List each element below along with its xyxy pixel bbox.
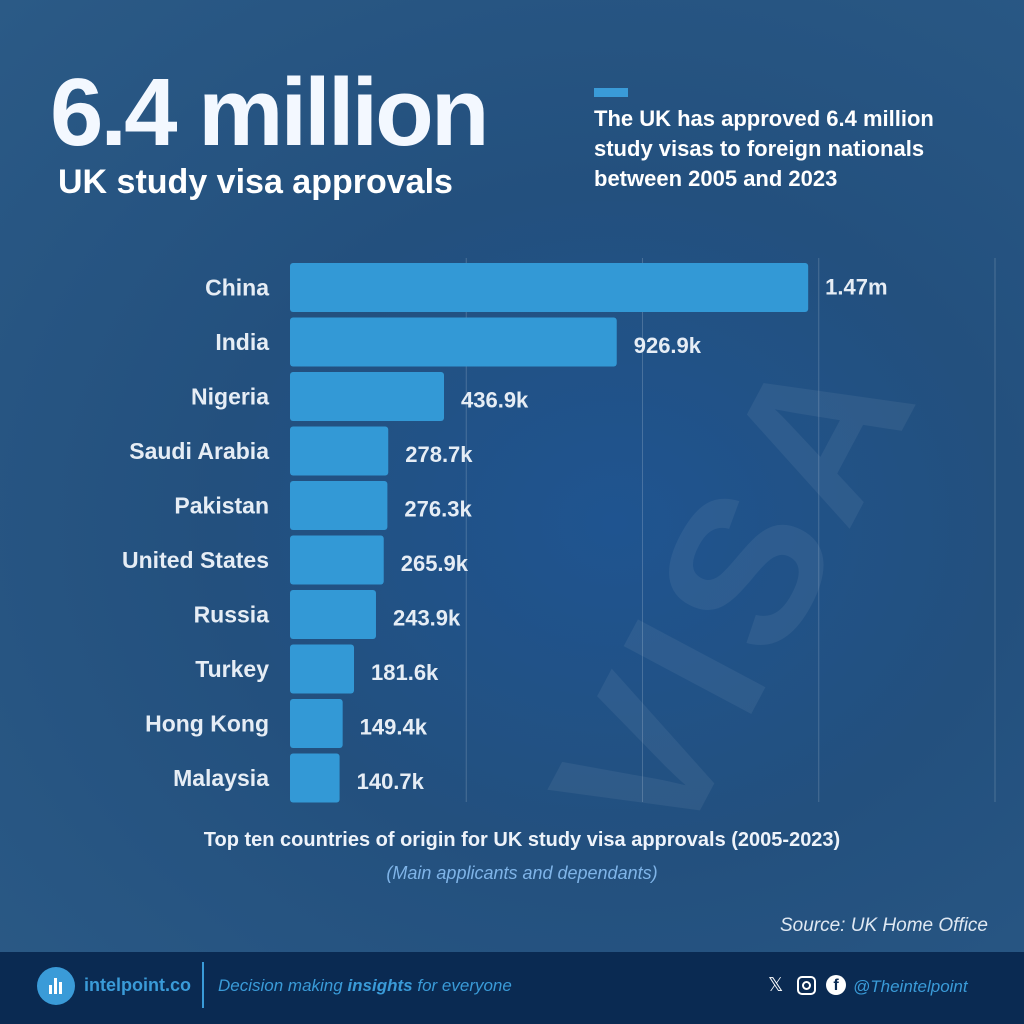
source: Source: UK Home Office [779, 915, 988, 936]
bar [290, 372, 445, 421]
category-label: Russia [194, 602, 270, 628]
x-icon[interactable]: 𝕏 [768, 975, 784, 996]
value-label: 265.9k [401, 551, 469, 576]
category-label: Saudi Arabia [129, 438, 269, 464]
instagram-icon[interactable] [797, 976, 816, 995]
footer: intelpoint.co Decision making insights f… [0, 952, 1024, 1024]
tagline-bold: insights [347, 976, 413, 995]
bar [290, 426, 389, 476]
description: The UK has approved 6.4 million study vi… [594, 106, 934, 191]
brand-name[interactable]: intelpoint.co [84, 975, 191, 995]
category-label: Nigeria [191, 384, 269, 410]
accent-dash [594, 88, 628, 97]
bar [290, 263, 809, 312]
bar [290, 317, 617, 367]
headline: 6.4 million [50, 59, 489, 166]
value-label: 149.4k [360, 715, 428, 740]
value-label: 181.6k [371, 660, 439, 685]
social-handle[interactable]: @Theintelpoint [853, 977, 968, 996]
divider [202, 962, 204, 1008]
category-label: Malaysia [173, 765, 269, 791]
chart-subtitle: (Main applicants and dependants) [386, 863, 658, 883]
value-label: 140.7k [357, 769, 425, 794]
intelpoint-logo-icon [37, 967, 75, 1005]
value-label: 276.3k [404, 497, 472, 522]
value-label: 1.47m [825, 275, 887, 300]
chart-title: Top ten countries of origin for UK study… [203, 829, 841, 851]
background: VISA [0, 0, 1024, 952]
bar [290, 590, 376, 639]
tagline: Decision making insights for everyone [218, 976, 512, 996]
category-label: Pakistan [174, 493, 269, 519]
category-label: China [205, 275, 269, 301]
category-label: Hong Kong [145, 711, 269, 737]
facebook-icon[interactable]: f [826, 975, 846, 995]
bar [290, 481, 388, 530]
tagline-post: for everyone [412, 976, 512, 995]
bar-chart: China 1.47m India 926.9k Nigeria 436.9k Saudi … [122, 258, 996, 803]
category-label: United States [122, 547, 269, 573]
subheadline: UK study visa approvals [58, 163, 453, 201]
category-label: Turkey [195, 656, 269, 682]
bar [290, 753, 340, 803]
bar [290, 535, 384, 585]
value-label: 436.9k [461, 388, 529, 413]
tagline-pre: Decision making [218, 976, 348, 995]
value-label: 278.7k [405, 442, 473, 467]
bar [290, 644, 355, 694]
value-label: 926.9k [634, 333, 702, 358]
bar [290, 699, 343, 748]
category-label: India [215, 329, 269, 355]
value-label: 243.9k [393, 606, 461, 631]
